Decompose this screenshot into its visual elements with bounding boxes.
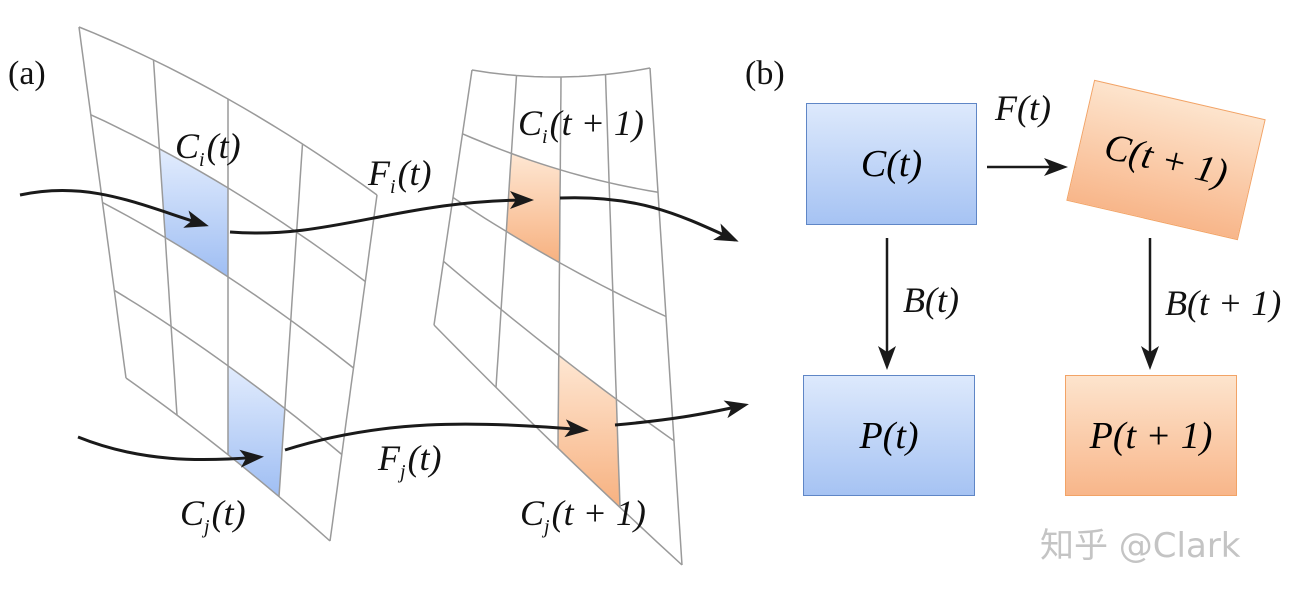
panel-a-tag: (a) [8,55,46,92]
grid-line [329,194,378,542]
flow-arrow-j-in [77,435,264,468]
label-cj-t: Cj(t) [180,493,246,538]
grid-line [433,324,683,566]
box-p-t: P (t) [803,375,975,496]
grid-line [102,201,354,369]
label-ci-t1: Ci(t + 1) [518,103,644,148]
grid-line [278,143,304,497]
label-fj-t: Fj(t) [378,438,442,483]
grid-line [471,67,651,78]
watermark: 知乎 @Clark [1040,526,1241,566]
label-f-t: F(t) [995,88,1051,128]
mesh-grid-t [78,26,378,542]
panel-b-tag: (b) [745,55,785,92]
flow-arrow-j-out [614,400,749,427]
label-ci-t: Ci(t) [175,126,241,171]
label-b-t1: B(t + 1) [1165,283,1282,323]
grid-line [443,260,675,442]
box-p-t1: P (t + 1) [1065,375,1237,496]
highlighted-cell [506,153,561,263]
label-fi-t: Fi(t) [368,153,432,198]
flow-arrow-i-mid [229,191,534,235]
grid-line [125,377,331,542]
flow-arrow-i-in [19,188,209,228]
flow-arrow-i-out [559,196,739,242]
grid-line [452,196,667,318]
label-cj-t1: Cj(t + 1) [520,493,646,538]
box-c-t: C (t) [806,103,977,225]
label-b-t: B(t) [903,280,959,320]
grid-line [649,67,683,566]
flow-arrow-j-mid [284,419,589,452]
highlighted-cell [558,355,620,508]
grid-line [604,74,621,508]
grid-line [113,289,343,456]
